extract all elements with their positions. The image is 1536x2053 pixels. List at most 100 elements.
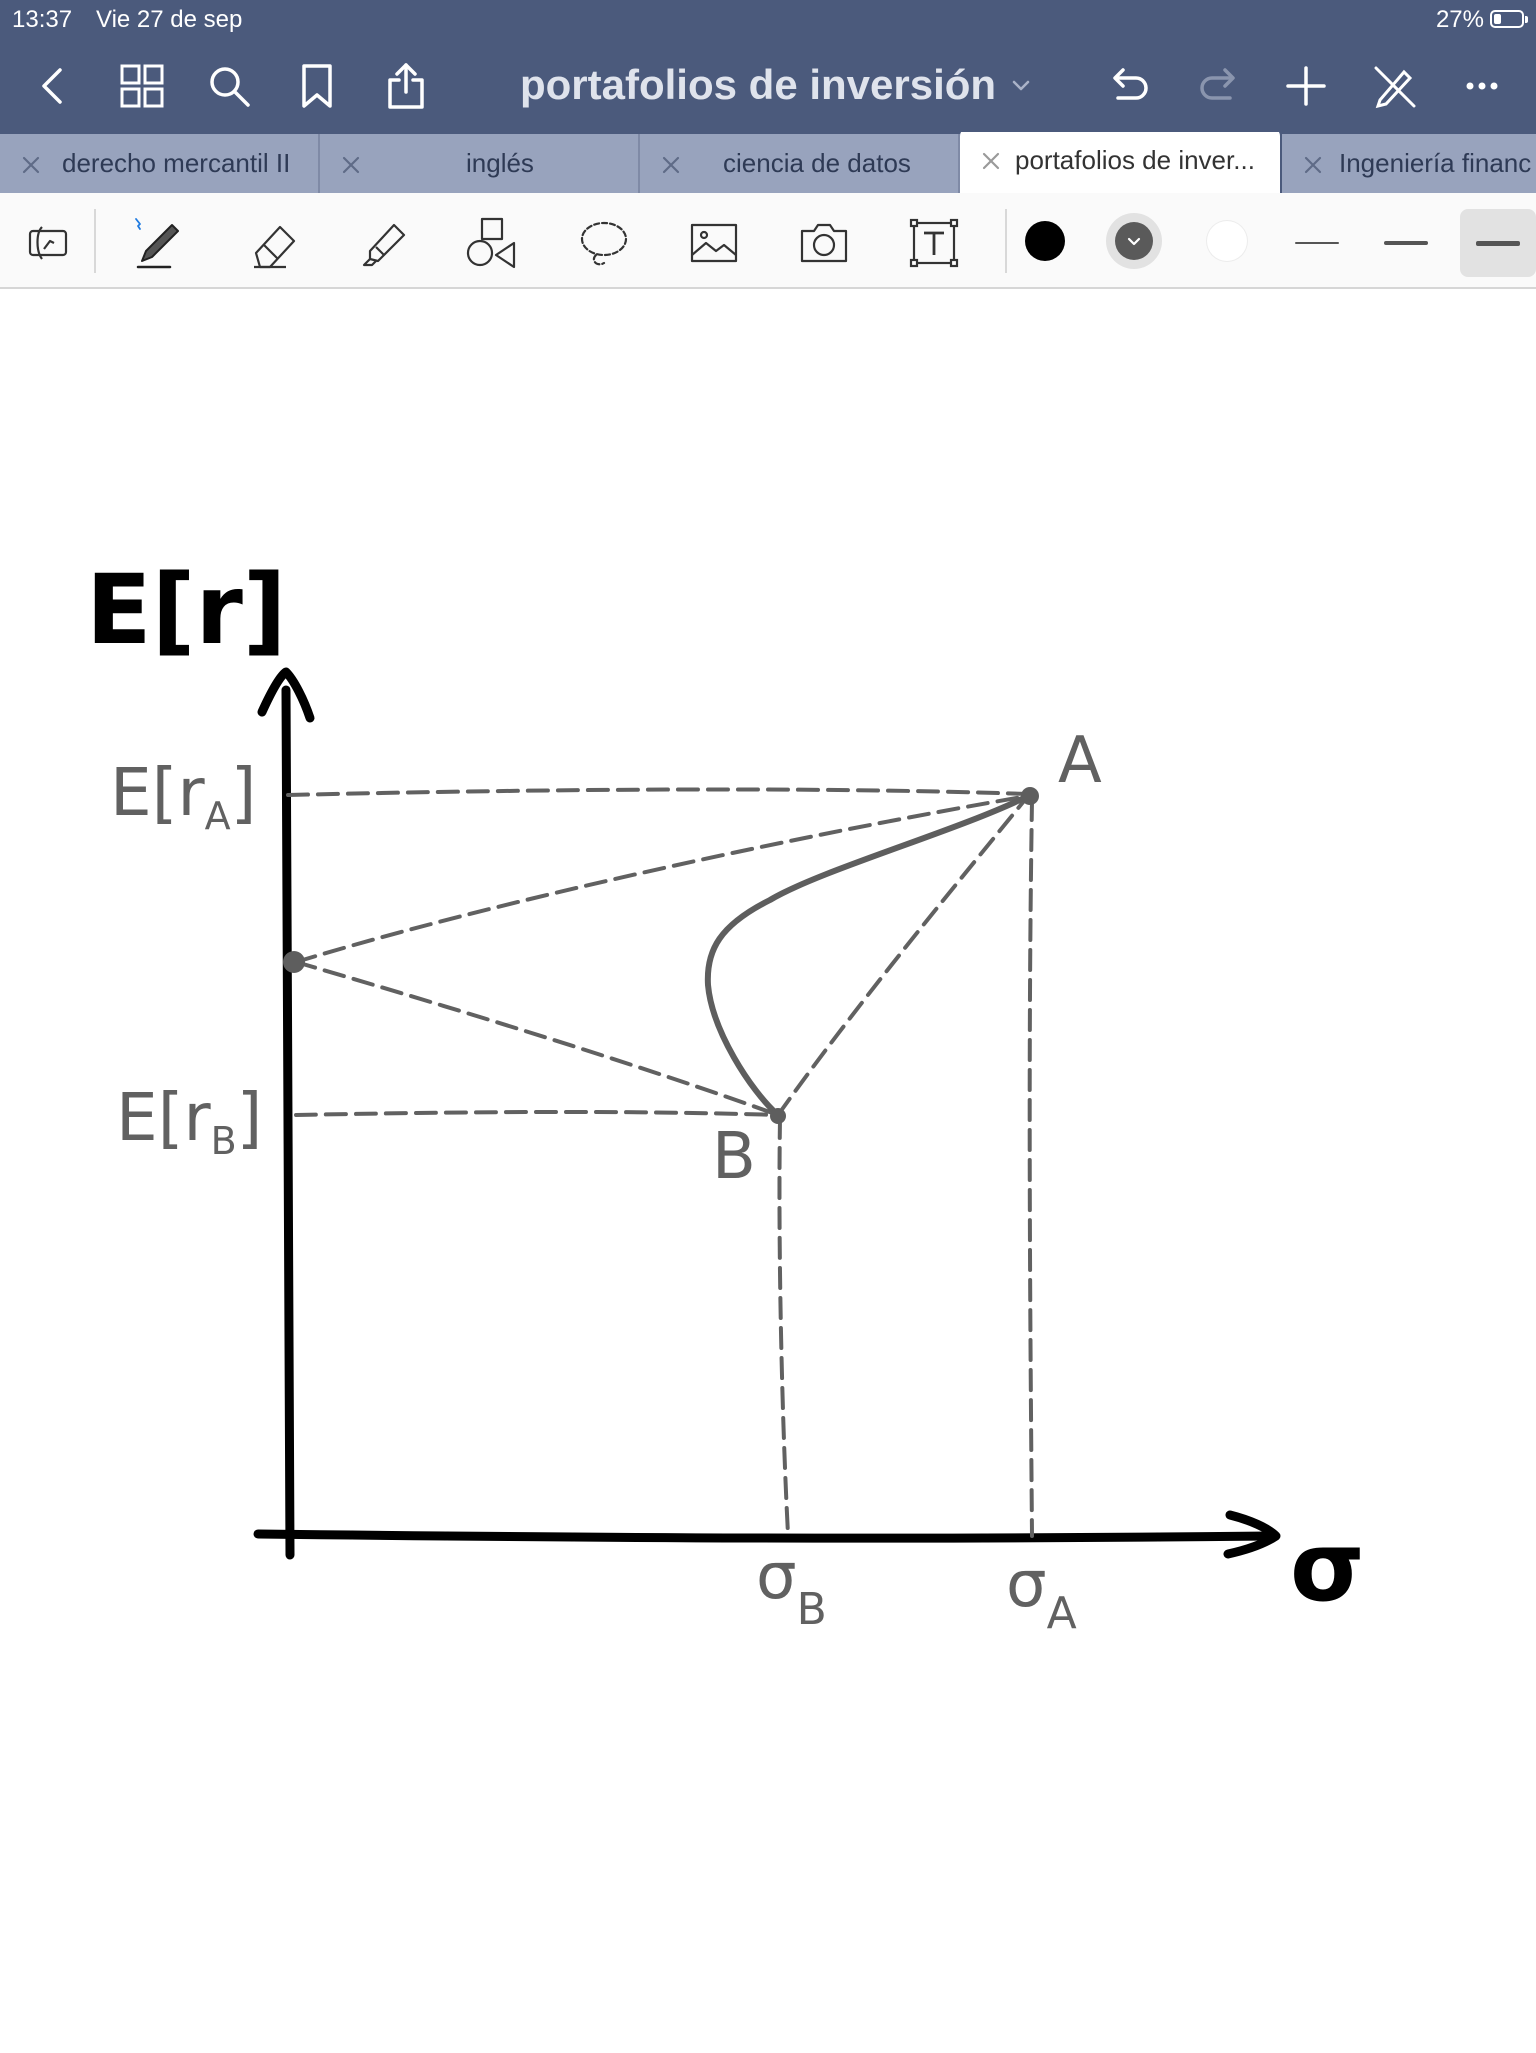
add-page-button[interactable] — [1278, 58, 1334, 114]
plus-icon — [1286, 66, 1326, 106]
image-icon — [690, 223, 738, 263]
stroke-width-thin[interactable] — [1279, 209, 1355, 277]
tab-ingles[interactable]: inglés — [320, 134, 640, 193]
label-sigma-a: σA — [1006, 1548, 1077, 1639]
camera-icon — [800, 223, 848, 263]
handwritten-sketch: E[r] σ E[rA] E[rB] A B σB σA — [86, 554, 1365, 1639]
navigation-bar: portafolios de inversión — [0, 40, 1536, 132]
status-time: 13:37 — [12, 6, 73, 33]
label-erb-bracket: ] — [237, 1079, 263, 1156]
label-sigma-b: σB — [756, 1540, 827, 1635]
tab-label: derecho mercantil II — [62, 148, 291, 178]
stroke-thick-line — [1476, 241, 1520, 246]
more-button[interactable] — [1454, 58, 1510, 114]
close-icon[interactable] — [20, 154, 42, 176]
tab-bar: derecho mercantil II inglés ciencia de d… — [0, 132, 1536, 193]
tab-ingenieria-financiera[interactable]: Ingeniería financ — [1282, 134, 1536, 193]
status-bar: 13:37 Vie 27 de sep 27% — [0, 0, 1536, 40]
dashed-line-sigma-b — [777, 1116, 790, 1536]
status-date: Vie 27 de sep — [96, 6, 243, 33]
share-icon — [388, 63, 424, 109]
label-era-subscript: A — [205, 794, 231, 838]
thumbnails-button[interactable] — [114, 58, 170, 114]
label-sigma-a-text: σ — [1006, 1548, 1047, 1622]
x-axis-label: σ — [1290, 1511, 1365, 1623]
note-canvas[interactable]: E[r] σ E[rA] E[rB] A B σB σA — [0, 289, 1536, 2048]
text-box-tool-button[interactable] — [904, 213, 964, 273]
dashed-line-sigma-a — [1027, 798, 1034, 1538]
redo-button[interactable] — [1192, 58, 1248, 114]
share-button[interactable] — [378, 58, 434, 114]
pen-mode-toggle[interactable] — [1366, 58, 1422, 114]
x-axis-arrowhead — [1223, 1510, 1281, 1559]
label-sigma-a-subscript: A — [1047, 1588, 1077, 1639]
point-a-dot — [1021, 787, 1039, 805]
label-erb-subscript: B — [211, 1119, 237, 1163]
tab-label: Ingeniería financ — [1339, 148, 1532, 178]
camera-tool-button[interactable] — [794, 213, 854, 273]
more-icon — [1466, 82, 1498, 90]
frontier-curve — [704, 793, 1031, 1118]
eraser-tool-button[interactable] — [244, 213, 304, 273]
bookmark-icon — [302, 64, 332, 108]
undo-button[interactable] — [1100, 58, 1156, 114]
image-tool-button[interactable] — [684, 213, 744, 273]
eraser-icon — [254, 225, 296, 269]
search-button[interactable] — [201, 58, 257, 114]
dashed-line-erb — [294, 1109, 780, 1117]
battery-icon — [1490, 10, 1528, 28]
pen-off-icon — [1374, 66, 1416, 109]
text-box-icon — [909, 218, 959, 268]
lasso-tool-button[interactable] — [574, 213, 634, 273]
toolbar-divider — [94, 209, 96, 273]
y-axis — [281, 685, 295, 1560]
lasso-icon — [580, 221, 628, 266]
dashed-line-rf-to-b — [294, 960, 780, 1117]
stroke-width-medium[interactable] — [1368, 209, 1444, 277]
tab-label: ciencia de datos — [723, 148, 911, 178]
color-swatch-black[interactable] — [1025, 221, 1065, 261]
y-axis-label: E[r] — [86, 554, 287, 666]
stroke-medium-line — [1384, 241, 1428, 245]
close-icon[interactable] — [340, 154, 362, 176]
color-swatch-gray[interactable] — [1106, 213, 1162, 269]
shapes-tool-button[interactable] — [462, 213, 522, 273]
highlighter-icon — [362, 223, 406, 267]
stroke-width-thick[interactable] — [1460, 209, 1536, 277]
stroke-thin-line — [1295, 242, 1339, 244]
pen-icon — [135, 218, 179, 269]
close-icon[interactable] — [660, 154, 682, 176]
chevron-down-icon — [1012, 80, 1030, 91]
read-only-mode-button[interactable] — [18, 213, 78, 273]
dashed-line-b-to-a — [776, 794, 1030, 1117]
label-erb: E[rB] — [116, 1079, 262, 1163]
read-only-mode-icon — [28, 226, 68, 260]
label-sigma-b-subscript: B — [797, 1584, 827, 1635]
close-icon[interactable] — [1302, 154, 1324, 176]
dashed-line-era — [286, 787, 1030, 797]
document-title[interactable]: portafolios de inversión — [520, 60, 1032, 110]
tab-label: inglés — [466, 148, 534, 178]
toolbar-divider — [1005, 209, 1007, 273]
shapes-icon — [466, 217, 516, 269]
point-b-label: B — [712, 1120, 756, 1194]
chevron-left-icon — [42, 68, 62, 104]
tab-portafolios-de-inversion[interactable]: portafolios de inver... — [960, 132, 1280, 193]
x-axis — [253, 1529, 1275, 1543]
highlighter-tool-button[interactable] — [354, 213, 414, 273]
redo-icon — [1200, 68, 1235, 100]
close-icon[interactable] — [980, 150, 1002, 172]
chevron-down-icon — [1127, 237, 1141, 246]
label-erb-text: E[r — [116, 1079, 211, 1156]
y-axis-arrowhead — [257, 667, 315, 723]
search-icon — [210, 67, 250, 107]
point-risk-free — [283, 951, 305, 973]
tab-derecho-mercantil[interactable]: derecho mercantil II — [0, 134, 320, 193]
tab-ciencia-de-datos[interactable]: ciencia de datos — [640, 134, 960, 193]
label-era-text: E[r — [110, 754, 205, 831]
undo-icon — [1113, 68, 1148, 100]
pen-tool-button[interactable] — [128, 213, 188, 273]
bookmark-button[interactable] — [289, 58, 345, 114]
back-button[interactable] — [26, 58, 82, 114]
color-swatch-white[interactable] — [1207, 221, 1247, 261]
